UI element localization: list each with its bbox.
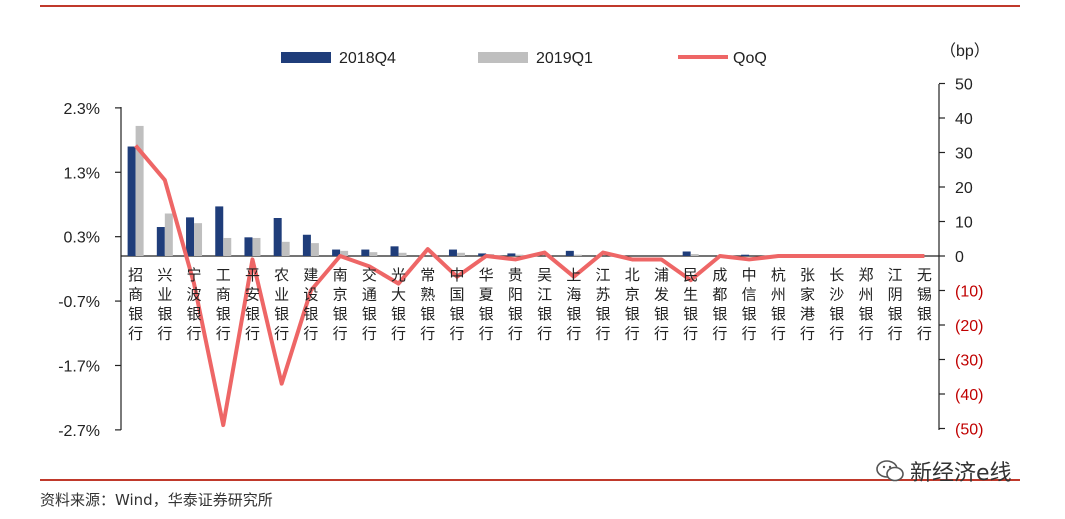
category-label: 长沙银行 [829,266,844,343]
right-tick-label: (20) [955,318,983,335]
bar-2018q4 [682,251,691,256]
category-label: 中国银行 [449,266,464,343]
bar-2019q1 [135,125,144,256]
category-label: 常熟银行 [420,266,435,343]
right-axis-ticks: 50 40 30 20 10 0 (10) (20) (30) (40) (50) [939,77,983,439]
bar-2019q1 [573,254,582,256]
category-label: 招商银行 [128,266,143,343]
watermark: 新经济e线 [876,455,1012,487]
category-label: 无锡银行 [917,266,932,343]
left-tick-label: -2.7% [58,423,100,440]
category-label: 上海银行 [566,266,581,343]
left-tick-label: 1.3% [64,165,100,182]
legend-swatch-2019q1 [478,52,528,63]
bar-2018q4 [390,246,399,256]
bar-2019q1 [456,252,465,256]
category-label: 交通银行 [362,266,377,343]
category-label: 光大银行 [391,266,406,343]
bar-2018q4 [478,253,487,256]
category-label: 杭州银行 [771,266,786,343]
wechat-icon [876,460,904,482]
bar-2019q1 [252,237,261,256]
bar-2018q4 [448,249,457,256]
category-label: 江苏银行 [596,266,611,343]
category-label: 民生银行 [683,266,698,343]
bar-series [127,125,750,256]
category-label: 贵阳银行 [508,266,523,343]
bar-2018q4 [565,250,574,256]
bar-2019q1 [194,223,203,256]
category-label: 宁波银行 [187,266,202,343]
right-tick-label: 30 [955,146,973,163]
qoq-line-series [134,144,925,428]
watermark-text: 新经济e线 [910,461,1012,486]
category-label: 农业银行 [274,266,289,343]
right-tick-label: 50 [955,77,973,94]
category-label: 浦发银行 [654,266,669,343]
bar-2018q4 [215,206,224,256]
bar-2019q1 [164,213,173,256]
bar-2018q4 [332,249,341,256]
category-label: 江阴银行 [888,266,903,343]
category-label: 南京银行 [333,266,348,343]
right-tick-label: (40) [955,387,983,404]
source-note: 资料来源：Wind，华泰证券研究所 [40,491,273,509]
right-axis-unit: （bp） [940,42,990,60]
category-label: 华夏银行 [479,266,494,343]
category-label: 建设银行 [303,266,318,343]
bar-2018q4 [156,227,165,256]
category-labels: 招商银行兴业银行宁波银行工商银行平安银行农业银行建设银行南京银行交通银行光大银行… [128,266,932,343]
bar-2019q1 [223,237,232,256]
bar-2018q4 [507,253,516,256]
bar-2019q1 [398,252,407,256]
bar-2018q4 [361,249,370,256]
left-axis-ticks: 2.3% 1.3% 0.3% -0.7% -1.7% -2.7% [58,101,121,440]
legend-label-2019q1: 2019Q1 [536,50,593,67]
bar-2019q1 [690,254,699,256]
category-label: 工商银行 [216,266,231,343]
bar-2019q1 [310,243,319,256]
left-tick-label: 0.3% [64,230,100,247]
category-label: 郑州银行 [858,266,873,343]
category-label: 成都银行 [712,266,727,343]
right-tick-label: (30) [955,353,983,370]
right-tick-label: 40 [955,111,973,128]
category-label: 中信银行 [742,266,757,343]
legend-label-2018q4: 2018Q4 [339,50,396,67]
legend: 2018Q4 2019Q1 QoQ [281,50,767,67]
category-label: 吴江银行 [537,266,552,343]
category-label: 张家港行 [800,266,815,343]
qoq-line [134,144,925,428]
bar-2019q1 [281,241,290,256]
bar-2018q4 [186,217,195,256]
category-label: 兴业银行 [157,266,172,343]
bar-2018q4 [741,254,750,256]
left-tick-label: -1.7% [58,358,100,375]
category-label: 北京银行 [625,266,640,343]
left-tick-label: 2.3% [64,101,100,118]
right-tick-label: (50) [955,422,983,439]
right-tick-label: (10) [955,284,983,301]
left-tick-label: -0.7% [58,294,100,311]
bar-2019q1 [369,252,378,256]
bar-2019q1 [340,250,349,256]
legend-swatch-2018q4 [281,52,331,63]
bar-2019q1 [515,254,524,256]
bar-2018q4 [273,218,282,256]
category-label: 平安银行 [245,266,260,343]
legend-label-qoq: QoQ [733,50,767,67]
right-tick-label: 20 [955,180,973,197]
bar-2018q4 [244,237,253,256]
bar-2018q4 [302,234,311,256]
right-tick-label: 10 [955,215,973,232]
right-tick-label: 0 [955,249,964,266]
bar-2018q4 [127,146,136,256]
